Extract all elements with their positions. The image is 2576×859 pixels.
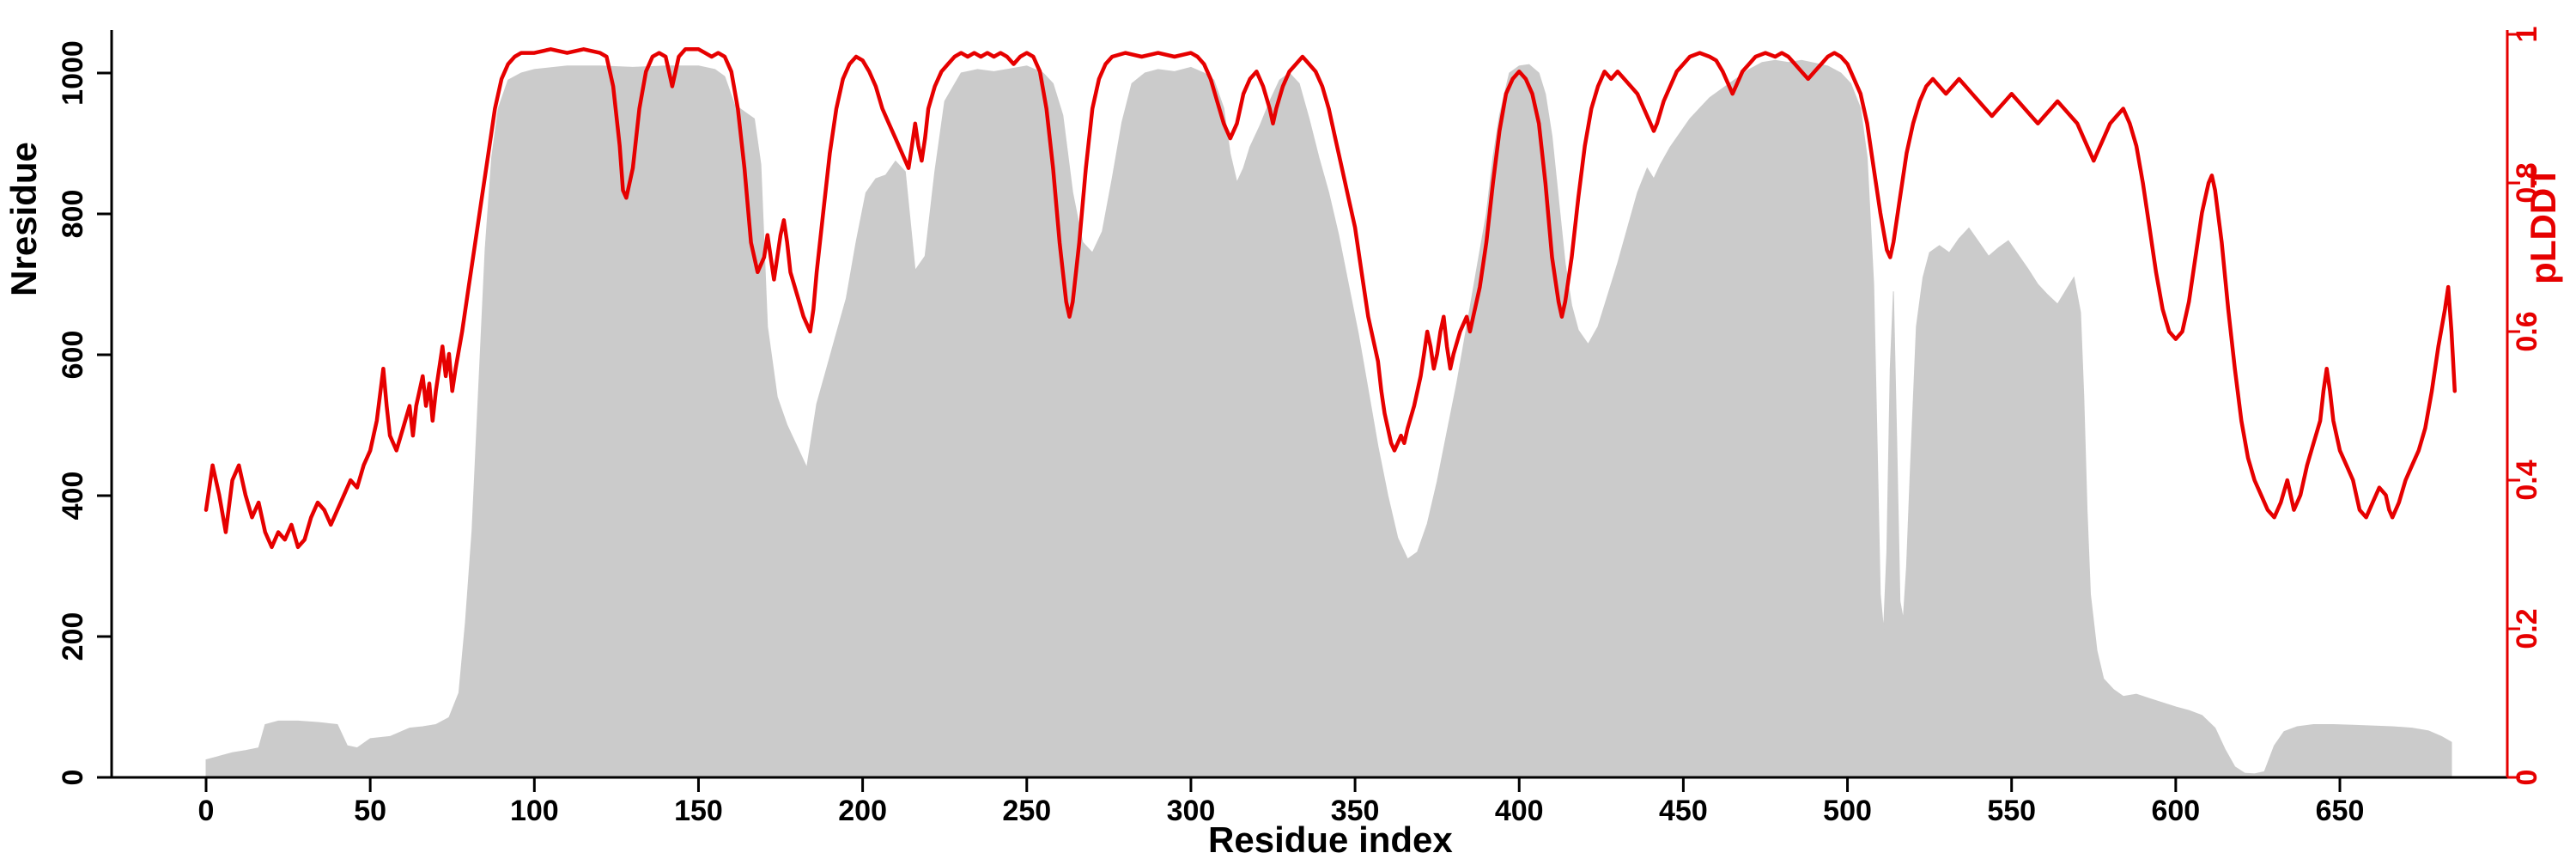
left-tick-label: 600	[57, 331, 89, 380]
nresidue-area	[205, 59, 2452, 778]
x-tick-label: 0	[198, 795, 215, 827]
x-tick-label: 500	[1823, 795, 1872, 827]
left-tick-label: 1000	[57, 40, 89, 106]
x-tick-label: 100	[510, 795, 559, 827]
plddt-line	[204, 47, 2458, 550]
x-tick-label: 50	[354, 795, 386, 827]
right-tick-label: 0.4	[2511, 460, 2543, 500]
left-tick-label: 0	[57, 770, 89, 786]
right-tick-label: 0.8	[2511, 162, 2543, 203]
right-axis-title: pLDDT	[2523, 166, 2563, 284]
x-tick-label: 250	[1002, 795, 1051, 827]
x-tick-label: 600	[2151, 795, 2200, 827]
x-tick-label: 350	[1331, 795, 1380, 827]
x-tick-label: 450	[1659, 795, 1708, 827]
right-tick-label: 0.6	[2511, 311, 2543, 351]
x-tick-label: 300	[1167, 795, 1216, 827]
x-tick-label: 400	[1495, 795, 1544, 827]
x-tick-label: 650	[2316, 795, 2365, 827]
right-tick-label: 0	[2511, 770, 2543, 786]
left-tick-label: 200	[57, 612, 89, 661]
x-tick-label: 200	[838, 795, 887, 827]
x-tick-label: 550	[1987, 795, 2036, 827]
x-tick-label: 150	[674, 795, 723, 827]
left-tick-label: 400	[57, 472, 89, 521]
left-axis-title: Nresidue	[3, 142, 44, 296]
x-axis-title: Residue index	[1208, 819, 1453, 859]
right-tick-label: 0.2	[2511, 608, 2543, 649]
right-tick-label: 1	[2511, 27, 2543, 43]
left-tick-label: 800	[57, 190, 89, 239]
